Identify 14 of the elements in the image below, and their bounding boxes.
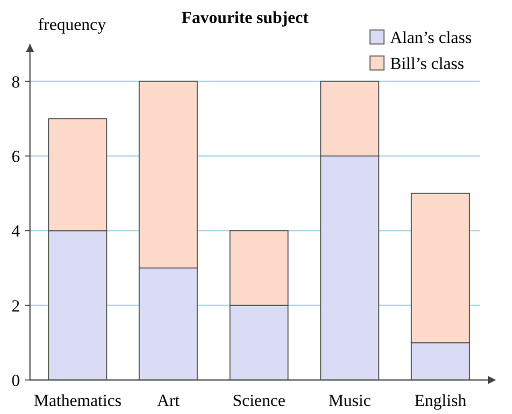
y-axis-title: frequency	[38, 15, 106, 34]
x-tick-label: Science	[232, 391, 286, 410]
y-tick-label: 4	[12, 222, 20, 241]
y-tick-label: 8	[12, 72, 20, 92]
x-tick-label: English	[414, 391, 467, 410]
x-tick-label: Art	[156, 391, 180, 410]
y-tick-label: 0	[12, 371, 20, 390]
legend-label: Bill’s class	[390, 54, 464, 73]
y-tick-label: 2	[12, 296, 20, 316]
x-tick-label: Music	[328, 391, 372, 410]
y-tick-label: 6	[12, 147, 20, 166]
x-tick-label: Mathematics	[34, 391, 122, 410]
legend-label: Alan’s class	[390, 28, 472, 47]
chart-title: Favourite subject	[181, 8, 309, 27]
